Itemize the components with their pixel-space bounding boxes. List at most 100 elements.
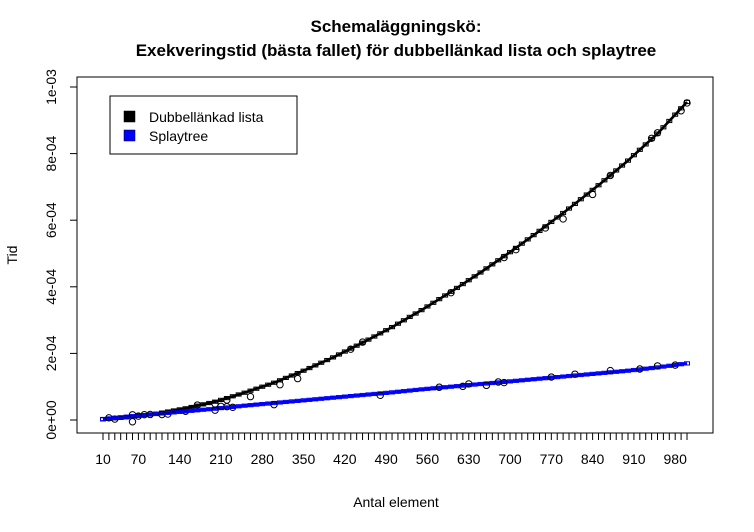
box-dubbellankad xyxy=(400,318,407,323)
box-dubbellankad xyxy=(660,125,667,130)
box-splaytree xyxy=(117,415,124,420)
box-dubbellankad xyxy=(383,328,390,333)
box-splaytree xyxy=(648,365,655,371)
box-dubbellankad xyxy=(353,343,360,348)
box-dubbellankad xyxy=(294,371,301,376)
x-tick-label: 490 xyxy=(374,451,398,467)
box-splaytree xyxy=(518,378,525,383)
box-splaytree xyxy=(394,389,401,394)
box-splaytree xyxy=(353,393,360,398)
x-tick-label: 280 xyxy=(251,451,275,467)
box-splaytree xyxy=(448,384,455,389)
box-splaytree xyxy=(347,393,354,399)
box-dubbellankad xyxy=(282,375,289,381)
box-splaytree xyxy=(330,395,337,400)
box-splaytree xyxy=(389,390,396,395)
box-dubbellankad xyxy=(347,346,354,351)
y-tick-label: 4e-04 xyxy=(43,269,59,305)
box-splaytree xyxy=(318,396,325,401)
box-splaytree xyxy=(276,400,283,405)
legend: Dubbellänkad lista Splaytree xyxy=(109,95,298,155)
box-splaytree xyxy=(123,414,130,419)
box-splaytree xyxy=(288,399,295,404)
box-splaytree xyxy=(512,378,519,383)
box-splaytree xyxy=(383,390,390,395)
box-dubbellankad xyxy=(560,210,567,216)
box-splaytree xyxy=(400,389,407,394)
box-dubbellankad xyxy=(288,373,295,378)
box-splaytree xyxy=(625,368,632,373)
x-axis-label: Antal element xyxy=(353,494,439,510)
legend-label-splaytree: Splaytree xyxy=(149,128,208,144)
box-dubbellankad xyxy=(406,314,413,320)
box-dubbellankad xyxy=(330,355,337,360)
box-splaytree xyxy=(501,379,508,385)
outlier-splaytree xyxy=(482,381,491,390)
legend-label-dubbellankad: Dubbellänkad lista xyxy=(149,109,264,125)
box-dubbellankad xyxy=(424,304,431,309)
x-tick-label: 210 xyxy=(209,451,233,467)
box-splaytree xyxy=(619,369,626,374)
outlier-dubbellankad xyxy=(647,134,656,142)
box-splaytree xyxy=(406,388,413,393)
box-splaytree xyxy=(170,410,177,415)
box-splaytree xyxy=(365,392,372,397)
box-dubbellankad xyxy=(359,340,366,345)
box-dubbellankad xyxy=(483,266,490,271)
outlier-dubbellankad xyxy=(246,392,255,401)
box-splaytree xyxy=(259,401,266,407)
box-splaytree xyxy=(164,410,171,416)
box-dubbellankad xyxy=(318,360,325,365)
box-dubbellankad xyxy=(524,237,531,242)
box-dubbellankad xyxy=(229,394,236,399)
box-dubbellankad xyxy=(471,274,478,279)
x-tick-label: 910 xyxy=(622,451,646,467)
box-dubbellankad xyxy=(507,250,514,255)
outlier-dubbellankad xyxy=(447,288,455,297)
box-splaytree xyxy=(583,372,590,377)
box-dubbellankad xyxy=(188,404,195,410)
box-dubbellankad xyxy=(648,136,655,142)
outlier-dubbellankad xyxy=(347,345,355,353)
box-splaytree xyxy=(672,362,679,368)
box-splaytree xyxy=(300,398,307,403)
outlier-dubbellankad xyxy=(293,374,302,383)
outlier-dubbellankad xyxy=(653,129,662,137)
box-dubbellankad xyxy=(436,297,443,302)
box-splaytree xyxy=(554,375,561,380)
box-dubbellankad xyxy=(666,118,673,124)
x-tick-label: 980 xyxy=(664,451,688,467)
legend-swatch-dubbellankad xyxy=(123,110,136,123)
marks-layer xyxy=(100,99,691,426)
outlier-splaytree xyxy=(376,391,384,400)
box-splaytree xyxy=(678,362,685,367)
outlier-dubbellankad xyxy=(588,190,597,199)
box-dubbellankad xyxy=(394,321,401,326)
x-tick-label: 70 xyxy=(131,451,147,467)
box-dubbellankad xyxy=(619,163,626,168)
box-splaytree xyxy=(459,383,466,388)
box-splaytree xyxy=(247,403,254,408)
box-splaytree xyxy=(176,409,183,414)
outlier-dubbellankad xyxy=(512,245,520,254)
box-dubbellankad xyxy=(518,241,525,246)
y-tick-label: 2e-04 xyxy=(43,335,59,371)
x-tick-label: 560 xyxy=(416,451,440,467)
box-splaytree xyxy=(359,392,366,398)
box-dubbellankad xyxy=(654,131,661,136)
box-dubbellankad xyxy=(607,173,614,178)
box-splaytree xyxy=(601,370,608,375)
box-dubbellankad xyxy=(636,147,643,152)
box-dubbellankad xyxy=(306,365,313,371)
box-dubbellankad xyxy=(548,219,555,225)
x-tick-label: 700 xyxy=(498,451,522,467)
chart-title: Schemaläggningskö: xyxy=(311,17,482,36)
box-dubbellankad xyxy=(377,331,384,336)
box-splaytree xyxy=(577,372,584,378)
y-tick-label: 6e-04 xyxy=(43,202,59,238)
box-dubbellankad xyxy=(642,142,649,147)
box-splaytree xyxy=(560,374,567,379)
box-dubbellankad xyxy=(595,183,602,188)
box-dubbellankad xyxy=(247,388,254,393)
